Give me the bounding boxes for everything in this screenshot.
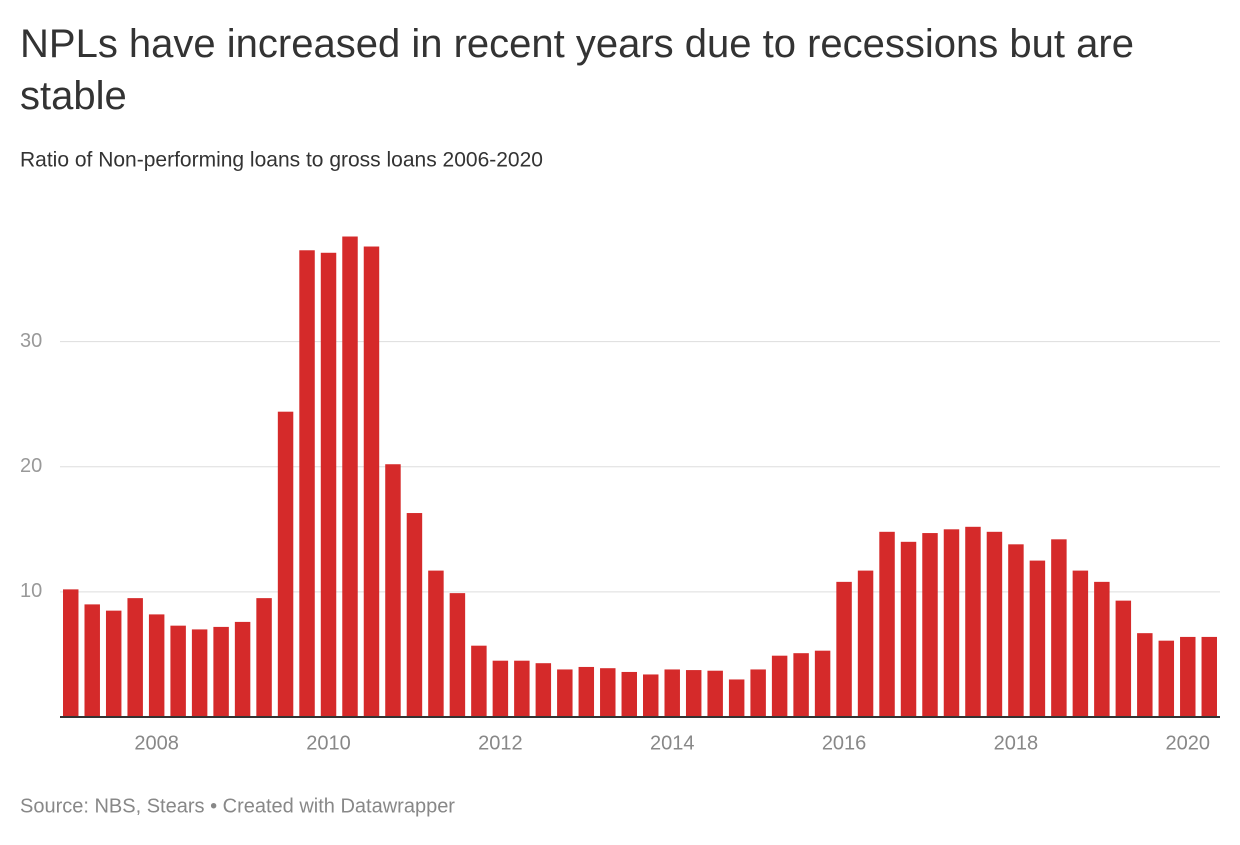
bar — [406, 513, 423, 717]
bar — [277, 411, 294, 717]
bar — [363, 246, 380, 717]
bar — [814, 650, 831, 717]
bar — [170, 625, 186, 717]
bar — [84, 604, 100, 717]
bar — [1051, 539, 1067, 717]
bar — [428, 570, 444, 717]
bar — [1201, 636, 1217, 717]
x-tick-label: 2020 — [1166, 732, 1211, 754]
bar — [643, 674, 659, 717]
bar — [771, 655, 788, 717]
bar — [728, 679, 745, 717]
chart-subtitle: Ratio of Non-performing loans to gross l… — [20, 149, 543, 172]
bar — [922, 533, 938, 717]
bar — [191, 629, 208, 717]
source: Source: NBS, Stears • Created with Dataw… — [20, 795, 455, 817]
bar — [1072, 570, 1089, 717]
bar — [879, 531, 895, 717]
bar — [1029, 560, 1046, 717]
y-tick-label: 30 — [20, 330, 42, 352]
x-tick-label: 2012 — [478, 732, 523, 754]
bar — [1115, 600, 1132, 717]
bar — [750, 669, 766, 717]
bar — [600, 668, 616, 717]
y-tick-label: 20 — [20, 455, 42, 477]
bar — [986, 531, 1003, 717]
bar — [320, 252, 337, 717]
bar — [557, 669, 573, 717]
bar — [385, 464, 401, 717]
bar — [492, 660, 509, 717]
bar — [299, 250, 315, 717]
bar — [1137, 633, 1153, 717]
bar — [943, 529, 960, 717]
bar — [449, 593, 466, 717]
bar — [685, 670, 702, 717]
bar — [148, 614, 165, 717]
bar — [234, 621, 251, 717]
bar — [256, 598, 272, 717]
bar — [857, 570, 874, 717]
bar — [127, 598, 143, 717]
bar — [793, 653, 809, 717]
bar — [836, 581, 852, 717]
bar — [213, 626, 229, 717]
bar — [63, 589, 79, 717]
x-tick-label: 2010 — [306, 732, 351, 754]
bar — [514, 660, 530, 717]
bar — [1158, 640, 1175, 717]
x-tick-label: 2018 — [994, 732, 1039, 754]
bar — [1180, 636, 1196, 717]
bar — [578, 666, 595, 717]
bar — [664, 669, 680, 717]
chart-title: NPLs have increased in recent years due … — [20, 22, 1134, 118]
bar — [621, 671, 637, 717]
x-tick-label: 2008 — [134, 732, 179, 754]
bar — [105, 610, 122, 717]
bar — [900, 541, 917, 717]
bar — [471, 645, 487, 717]
x-tick-label: 2014 — [650, 732, 695, 754]
y-tick-label: 10 — [20, 580, 42, 602]
bar — [535, 663, 552, 717]
bar — [1094, 581, 1110, 717]
bar — [707, 670, 723, 717]
x-tick-label: 2016 — [822, 732, 867, 754]
bar — [1008, 544, 1024, 717]
bar — [342, 236, 358, 717]
bar — [965, 526, 981, 717]
